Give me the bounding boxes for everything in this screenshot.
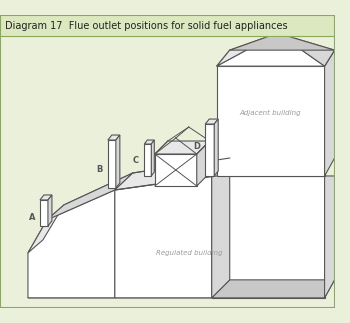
Text: Diagram 17  Flue outlet positions for solid fuel appliances: Diagram 17 Flue outlet positions for sol… [5,21,288,31]
Polygon shape [217,50,335,66]
Bar [0,15,335,36]
Polygon shape [115,176,212,298]
Text: Regulated building: Regulated building [156,250,223,256]
Polygon shape [43,173,133,283]
Polygon shape [217,66,324,176]
Polygon shape [217,33,278,66]
Polygon shape [108,140,116,188]
Polygon shape [217,33,324,66]
Polygon shape [212,158,230,298]
Polygon shape [115,283,230,298]
Polygon shape [197,141,210,186]
Polygon shape [116,135,120,188]
Polygon shape [47,173,133,220]
Polygon shape [212,176,324,298]
Polygon shape [230,33,335,50]
Text: A: A [29,214,35,223]
Polygon shape [28,190,115,298]
Polygon shape [40,195,52,200]
Polygon shape [278,33,335,66]
Polygon shape [40,200,48,226]
Polygon shape [324,50,335,176]
Polygon shape [144,144,151,176]
Polygon shape [108,135,120,140]
Text: C: C [133,155,139,164]
Polygon shape [28,205,64,253]
Polygon shape [43,173,133,280]
Polygon shape [115,158,230,190]
Polygon shape [144,140,154,144]
Polygon shape [205,124,214,176]
Text: B: B [97,165,103,174]
Polygon shape [155,141,210,154]
Polygon shape [28,283,133,298]
Polygon shape [48,195,52,226]
Polygon shape [155,154,197,186]
Polygon shape [324,176,335,298]
Polygon shape [212,280,335,298]
Polygon shape [205,119,218,124]
Text: Adjacent building: Adjacent building [240,110,301,116]
Polygon shape [214,119,218,176]
Polygon shape [151,140,154,176]
Text: D: D [193,141,200,151]
